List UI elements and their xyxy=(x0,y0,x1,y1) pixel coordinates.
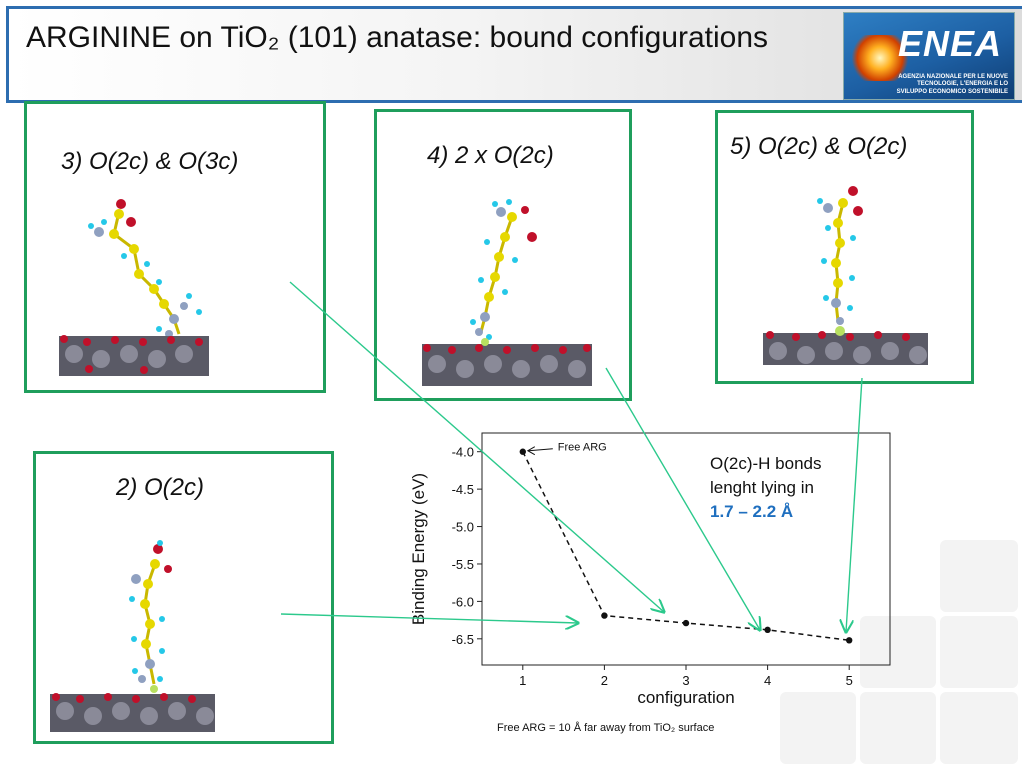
panel-label: 2) O(2c) xyxy=(116,474,205,501)
y-tick-label: -4.0 xyxy=(452,445,474,460)
y-tick-label: -6.0 xyxy=(452,594,474,609)
panel-config-3: 3) O(2c) & O(3c) xyxy=(24,101,326,393)
data-point xyxy=(519,448,526,455)
x-axis-label: configuration xyxy=(637,688,734,707)
molecule-config-4-icon xyxy=(422,199,592,386)
panel-label: 3) O(2c) & O(3c) xyxy=(61,148,239,175)
bond-note-line-1: O(2c)-H bonds xyxy=(710,454,822,473)
arrow-config-2 xyxy=(280,613,578,623)
y-tick-label: -5.5 xyxy=(452,557,474,572)
decor-square xyxy=(940,692,1018,764)
data-point xyxy=(846,637,853,644)
decor-square xyxy=(860,616,936,688)
bond-note-line-2: lenght lying in xyxy=(710,478,814,497)
x-tick-label: 5 xyxy=(846,673,853,688)
molecule-config-3-icon xyxy=(59,199,209,376)
decor-square xyxy=(940,540,1018,612)
x-tick-label: 1 xyxy=(519,673,526,688)
logo-brand-text: ENEA xyxy=(897,23,1002,64)
decor-square xyxy=(940,616,1018,688)
data-point xyxy=(601,612,608,619)
panel-config-5: 5) O(2c) & O(2c) xyxy=(715,110,974,384)
x-tick-label: 2 xyxy=(601,673,608,688)
bond-length-note: O(2c)-H bonds lenght lying in 1.7 – 2.2 … xyxy=(710,452,860,524)
x-tick-label: 4 xyxy=(764,673,771,688)
decor-square xyxy=(780,692,856,764)
molecule-config-5-icon xyxy=(763,186,928,365)
panel-config-4: 4) 2 x O(2c) xyxy=(374,109,632,401)
enea-logo: ENEA AGENZIA NAZIONALE PER LE NUOVE TECN… xyxy=(843,12,1015,100)
data-point xyxy=(764,626,771,634)
arrow-config-5 xyxy=(846,377,863,632)
molecule-config-2-icon xyxy=(50,540,215,732)
arrow-config-3 xyxy=(289,281,664,612)
binding-energy-chart: -4.0 -4.5 -5.0 -5.5 -6.0 -6.5 1 2 3 4 5 Binding E… xyxy=(409,432,891,707)
panel-label: 4) 2 x O(2c) xyxy=(427,142,554,169)
annotation-arrow xyxy=(528,448,553,452)
y-tick-label: -6.5 xyxy=(452,632,474,647)
panel-label: 5) O(2c) & O(2c) xyxy=(730,133,908,160)
footnote: Free ARG = 10 Å far away from TiO₂ surfa… xyxy=(497,722,715,734)
decor-square xyxy=(860,692,936,764)
slide-title: ARGININE on TiO₂ (101) anatase: bound co… xyxy=(26,21,769,54)
panel-config-2: 2) O(2c) xyxy=(33,451,334,744)
logo-tagline: AGENZIA NAZIONALE PER LE NUOVE TECNOLOGI… xyxy=(896,73,1008,95)
y-tick-label: -4.5 xyxy=(452,482,474,497)
header-rule xyxy=(6,100,1022,103)
arrow-config-4 xyxy=(605,367,760,630)
annotation-free-arg: Free ARG xyxy=(558,442,607,454)
data-point xyxy=(682,619,690,627)
y-tick-label: -5.0 xyxy=(452,520,474,535)
y-axis-label: Binding Energy (eV) xyxy=(409,473,428,625)
bond-length-range: 1.7 – 2.2 Å xyxy=(710,502,794,521)
x-tick-label: 3 xyxy=(682,673,689,688)
sun-glow-icon xyxy=(850,35,910,81)
annotation-arrowhead xyxy=(526,446,536,456)
